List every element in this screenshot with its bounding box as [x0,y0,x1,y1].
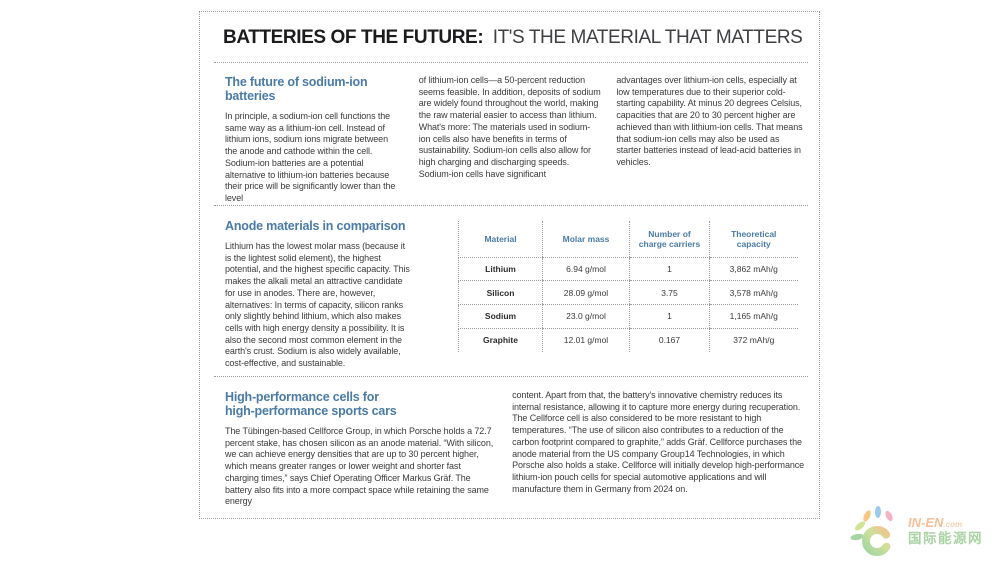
cells-text-1: The Tübingen-based Cellforce Group, in w… [225,426,494,507]
sodium-column-3: advantages over lithium-ion cells, espec… [616,75,805,205]
table-row: Sodium 23.0 g/mol 1 1,165 mAh/g [458,304,798,329]
article-page: BATTERIES OF THE FUTURE: IT'S THE MATERI… [199,11,820,519]
cell-charge-carriers: 1 [629,257,710,282]
cell-capacity: 3,862 mAh/g [709,257,798,282]
in-en-tld: .com [943,520,963,529]
in-en-site-name: IN-EN.com [908,516,983,531]
page-title-bold: BATTERIES OF THE FUTURE: [223,27,484,48]
column-header-material: Material [458,221,543,258]
cell-molar-mass: 23.0 g/mol [542,304,630,329]
table-row: Silicon 28.09 g/mol 3.75 3,578 mAh/g [458,280,798,305]
page-title: BATTERIES OF THE FUTURE: IT'S THE MATERI… [200,12,819,62]
section-divider-1 [214,205,808,206]
cell-charge-carriers: 1 [629,304,710,329]
cells-heading: High-performance cells for high-performa… [225,390,494,418]
cell-molar-mass: 6.94 g/mol [542,257,630,282]
cell-capacity: 1,165 mAh/g [709,304,798,329]
cells-heading-line1: High-performance cells for [225,390,379,404]
cell-material: Silicon [458,280,543,305]
sodium-heading: The future of sodium-ion batteries [225,75,368,103]
anode-comparison-table: Material Molar mass Number of charge car… [458,221,798,352]
sodium-column-1: The future of sodium-ion batteries In pr… [225,75,402,205]
in-en-chinese-name: 国际能源网 [908,531,983,546]
cell-molar-mass: 12.01 g/mol [542,328,630,352]
cell-material: Graphite [458,328,543,352]
anode-heading: Anode materials in comparison [225,219,406,233]
in-en-name: IN-EN [908,515,944,530]
cells-heading-line2: high-performance sports cars [225,404,397,418]
cell-molar-mass: 28.09 g/mol [542,280,630,305]
in-en-logo-text: IN-EN.com 国际能源网 [908,516,983,546]
cell-capacity: 372 mAh/g [709,328,798,352]
table-header-row: Material Molar mass Number of charge car… [458,221,798,258]
cells-column-1: High-performance cells for high-performa… [225,390,494,508]
cell-material: Sodium [458,304,543,329]
in-en-watermark: IN-EN.com 国际能源网 [848,500,998,562]
cell-charge-carriers: 3.75 [629,280,710,305]
cell-capacity: 3,578 mAh/g [709,280,798,305]
cells-column-2: content. Apart from that, the battery's … [512,390,805,508]
section-sodium-ion: The future of sodium-ion batteries In pr… [200,63,819,205]
column-header-charge-carriers: Number of charge carriers [629,221,710,258]
sodium-text-2: of lithium-ion cells—a 50-percent reduct… [418,75,601,179]
cell-charge-carriers: 0.167 [629,328,710,352]
anode-column-text: Anode materials in comparison Lithium ha… [225,219,413,376]
page-title-regular: IT'S THE MATERIAL THAT MATTERS [492,27,803,48]
sodium-text-3: advantages over lithium-ion cells, espec… [616,75,803,167]
sodium-column-2: of lithium-ion cells—a 50-percent reduct… [419,75,602,205]
cell-material: Lithium [458,257,543,282]
title-divider [214,62,808,63]
section-high-performance-cells: High-performance cells for high-performa… [200,377,819,508]
sodium-text-1: In principle, a sodium-ion cell function… [225,111,396,203]
table-row: Graphite 12.01 g/mol 0.167 372 mAh/g [458,328,798,352]
section-anode-materials: Anode materials in comparison Lithium ha… [200,206,819,376]
cells-text-2: content. Apart from that, the battery's … [512,390,805,494]
in-en-logo-icon [850,506,893,556]
section-divider-2 [214,376,808,377]
table-row: Lithium 6.94 g/mol 1 3,862 mAh/g [458,257,798,282]
column-header-molar-mass: Molar mass [542,221,630,258]
anode-text: Lithium has the lowest molar mass (becau… [225,241,410,369]
column-header-theoretical-capacity: Theoretical capacity [709,221,798,258]
